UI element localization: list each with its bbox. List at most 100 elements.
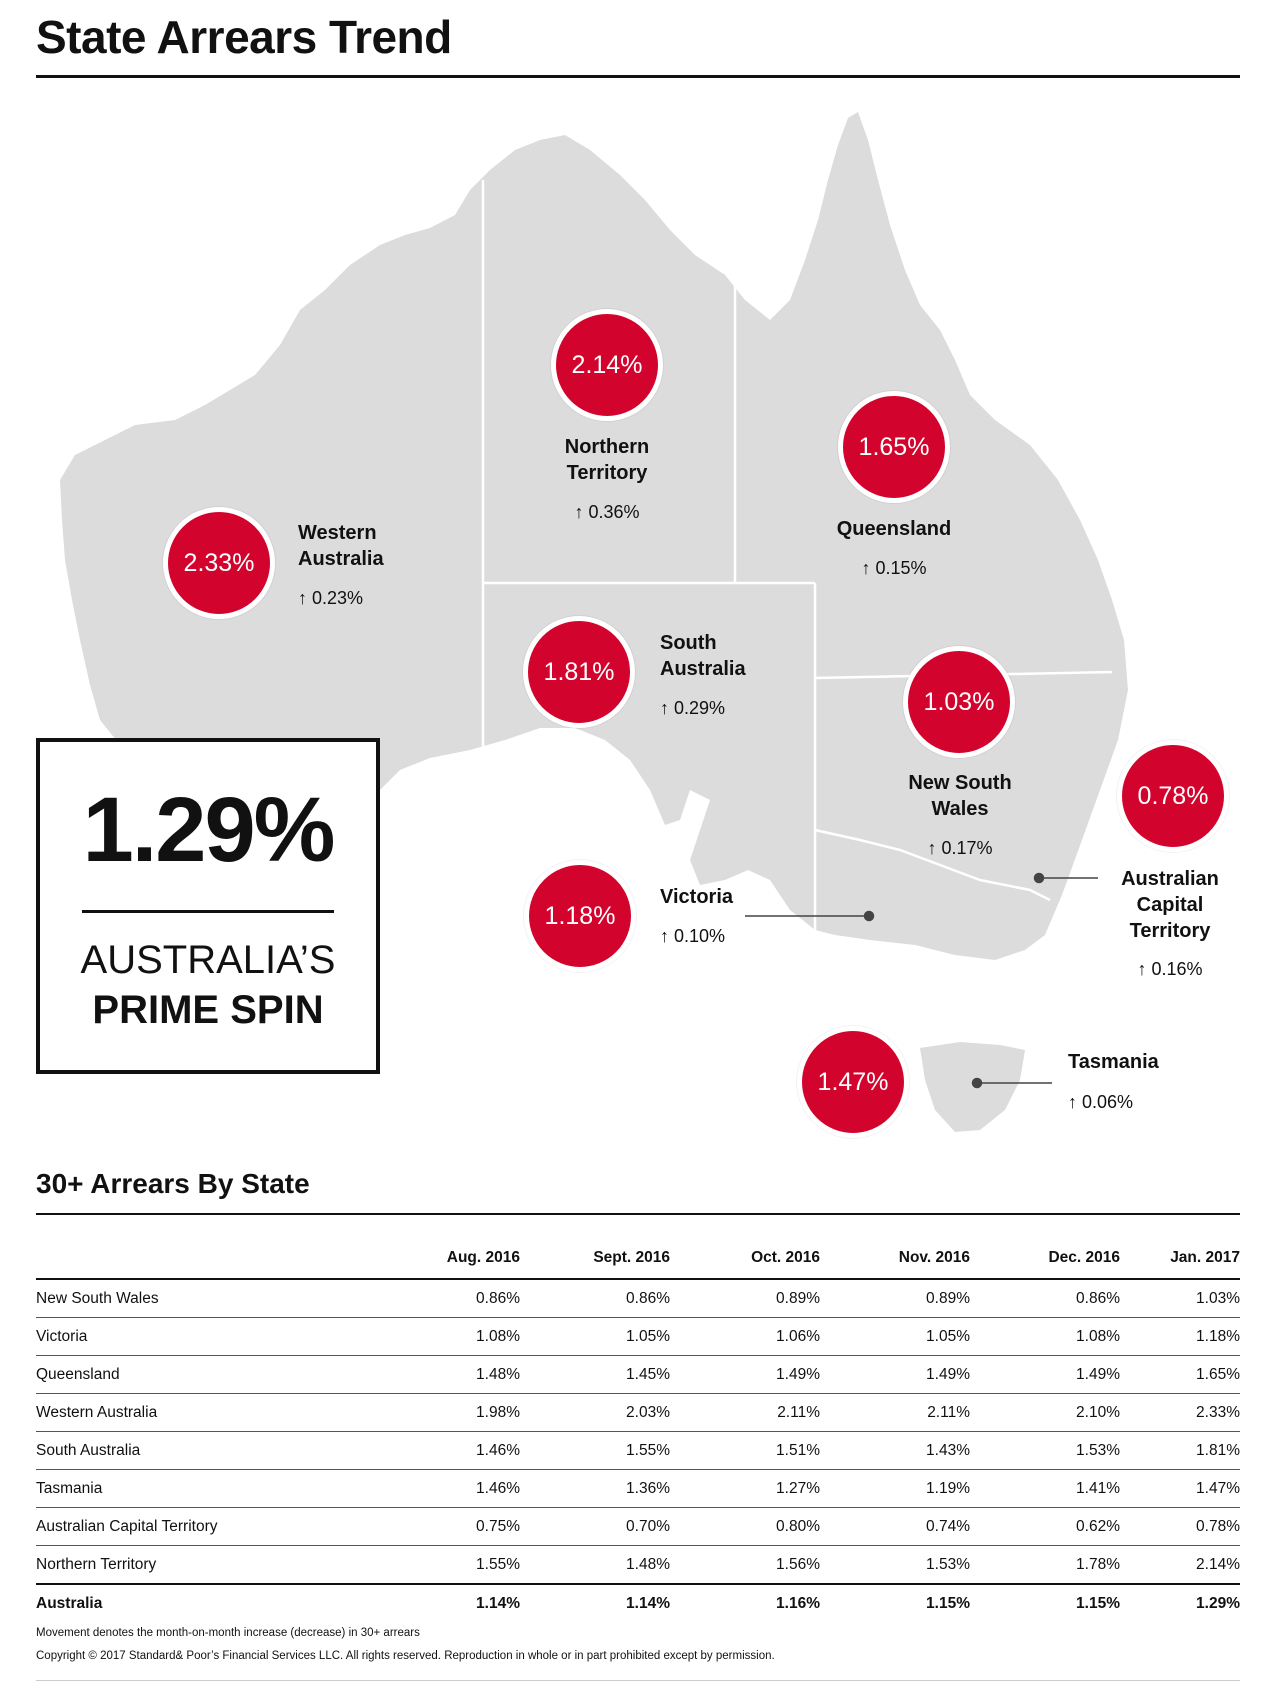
- table-cell: 1.08%: [366, 1317, 520, 1356]
- table-row: New South Wales 0.86% 0.86% 0.89% 0.89% …: [36, 1279, 1240, 1318]
- nt-label: Northern Territory: [520, 434, 694, 486]
- table-cell: 1.47%: [1120, 1469, 1240, 1508]
- column-header: Jan. 2017: [1120, 1238, 1240, 1280]
- table-cell: 1.49%: [670, 1355, 820, 1394]
- table-cell: Australia: [36, 1583, 366, 1622]
- table-cell: 2.14%: [1120, 1545, 1240, 1585]
- table-cell: 1.43%: [820, 1431, 970, 1470]
- column-header: Sept. 2016: [520, 1238, 670, 1280]
- table-cell: 0.80%: [670, 1507, 820, 1546]
- page-title: State Arrears Trend: [36, 11, 452, 63]
- table-cell: 2.03%: [520, 1393, 670, 1432]
- table-cell: 1.18%: [1120, 1317, 1240, 1356]
- table-cell: 1.48%: [520, 1545, 670, 1585]
- nt-name-line1: Northern: [564, 436, 650, 458]
- wa-movement: ↑ 0.23%: [298, 588, 364, 608]
- nsw-label: New South Wales: [866, 770, 1054, 822]
- qld-movement: ↑ 0.15%: [861, 558, 927, 578]
- table-cell: 1.45%: [520, 1355, 670, 1394]
- table-cell: 1.14%: [520, 1583, 670, 1622]
- table-title: 30+ Arrears By State: [36, 1168, 310, 1199]
- table-cell: 1.03%: [1120, 1279, 1240, 1318]
- column-header: Oct. 2016: [670, 1238, 820, 1280]
- prime-label-line2: PRIME SPIN: [92, 988, 324, 1032]
- table-cell: 1.05%: [520, 1317, 670, 1356]
- tas-value-bubble: 1.47%: [797, 1026, 909, 1138]
- table-row: Northern Territory 1.55% 1.48% 1.56% 1.5…: [36, 1545, 1240, 1585]
- table-cell: Queensland: [36, 1355, 366, 1394]
- nsw-name-line2: Wales: [931, 798, 989, 820]
- table-row: Victoria 1.08% 1.05% 1.06% 1.05% 1.08% 1…: [36, 1317, 1240, 1356]
- qld-name-line1: Queensland: [836, 518, 952, 540]
- nt-name-line2: Territory: [566, 462, 648, 484]
- column-header: Aug. 2016: [366, 1238, 520, 1280]
- prime-label-line1: AUSTRALIA’S: [80, 938, 336, 982]
- act-name-line3: Territory: [1129, 920, 1211, 942]
- vic-label: Victoria: [660, 884, 733, 910]
- wa-name-line1: Western: [298, 522, 377, 544]
- table-cell: 2.33%: [1120, 1393, 1240, 1432]
- table-cell: 0.86%: [520, 1279, 670, 1318]
- table-cell: Victoria: [36, 1317, 366, 1356]
- table-cell: 2.11%: [820, 1393, 970, 1432]
- leader-lines: [745, 872, 1098, 1089]
- prime-divider: [82, 910, 334, 913]
- sa-name-line2: Australia: [660, 658, 746, 680]
- table-cell: 1.65%: [1120, 1355, 1240, 1394]
- wa-label: Western Australia: [298, 520, 384, 572]
- sa-label: South Australia: [660, 630, 746, 682]
- nsw-value-bubble: 1.03%: [903, 646, 1015, 758]
- table-cell: 1.48%: [366, 1355, 520, 1394]
- table-header-row: Aug. 2016 Sept. 2016 Oct. 2016 Nov. 2016…: [36, 1238, 1240, 1280]
- table-cell: 1.49%: [970, 1355, 1120, 1394]
- vic-name-line1: Victoria: [660, 886, 733, 908]
- qld-label: Queensland: [800, 516, 988, 542]
- nsw-name-line1: New South: [908, 772, 1012, 794]
- table-cell: 0.70%: [520, 1507, 670, 1546]
- bottom-divider: [36, 1680, 1240, 1681]
- table-row: South Australia 1.46% 1.55% 1.51% 1.43% …: [36, 1431, 1240, 1470]
- sa-movement: ↑ 0.29%: [660, 698, 726, 718]
- table-cell: 1.46%: [366, 1431, 520, 1470]
- table-cell: 0.75%: [366, 1507, 520, 1546]
- column-header: Dec. 2016: [970, 1238, 1120, 1280]
- table-cell: 1.14%: [366, 1583, 520, 1622]
- tas-label: Tasmania: [1068, 1049, 1159, 1075]
- prime-spin-value: 1.29%: [82, 779, 336, 881]
- table-cell: 0.86%: [366, 1279, 520, 1318]
- wa-name-line2: Australia: [298, 548, 384, 570]
- table-cell: 2.10%: [970, 1393, 1120, 1432]
- table-cell: 1.41%: [970, 1469, 1120, 1508]
- table-row: Western Australia 1.98% 2.03% 2.11% 2.11…: [36, 1393, 1240, 1432]
- table-cell: 1.27%: [670, 1469, 820, 1508]
- arrears-table: Aug. 2016 Sept. 2016 Oct. 2016 Nov. 2016…: [36, 1238, 1240, 1622]
- table-cell: 1.05%: [820, 1317, 970, 1356]
- nt-movement: ↑ 0.36%: [574, 502, 640, 522]
- table-cell: 1.46%: [366, 1469, 520, 1508]
- nsw-movement: ↑ 0.17%: [927, 838, 993, 858]
- table-cell: 1.53%: [970, 1431, 1120, 1470]
- act-name-line1: Australian: [1121, 868, 1219, 890]
- table-cell: 1.98%: [366, 1393, 520, 1432]
- vic-value-bubble: 1.18%: [524, 860, 636, 972]
- table-cell: Tasmania: [36, 1469, 366, 1508]
- table-cell: 1.51%: [670, 1431, 820, 1470]
- table-row: Queensland 1.48% 1.45% 1.49% 1.49% 1.49%…: [36, 1355, 1240, 1394]
- table-cell: 0.62%: [970, 1507, 1120, 1546]
- qld-value-bubble: 1.65%: [838, 391, 950, 503]
- table-row: Tasmania 1.46% 1.36% 1.27% 1.19% 1.41% 1…: [36, 1469, 1240, 1508]
- table-cell: 0.89%: [820, 1279, 970, 1318]
- act-value-bubble: 0.78%: [1117, 740, 1229, 852]
- table-cell: 1.06%: [670, 1317, 820, 1356]
- table-cell: 1.36%: [520, 1469, 670, 1508]
- table-cell: Northern Territory: [36, 1545, 366, 1585]
- vic-movement: ↑ 0.10%: [660, 926, 726, 946]
- table-cell: 1.16%: [670, 1583, 820, 1622]
- table-cell: New South Wales: [36, 1279, 366, 1318]
- column-header: [36, 1238, 366, 1280]
- copyright: Copyright © 2017 Standard& Poor’s Financ…: [36, 1650, 775, 1662]
- table-cell: 0.74%: [820, 1507, 970, 1546]
- table-cell: South Australia: [36, 1431, 366, 1470]
- table-cell: 1.78%: [970, 1545, 1120, 1585]
- act-label: Australian Capital Territory: [1100, 866, 1240, 944]
